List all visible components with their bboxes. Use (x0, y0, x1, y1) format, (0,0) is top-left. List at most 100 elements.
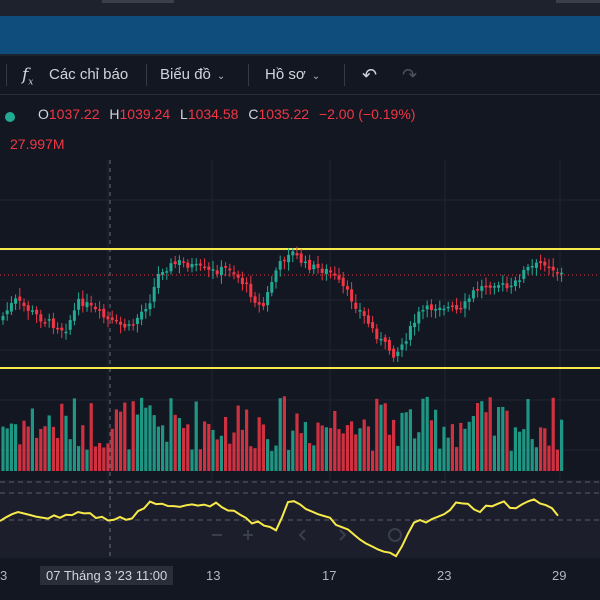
candle (39, 314, 42, 321)
volume-bar (174, 415, 177, 471)
volume-bar (224, 417, 227, 471)
candle (132, 324, 135, 326)
volume-bar (358, 428, 361, 471)
volume-bar (148, 405, 151, 471)
volume-bar (161, 425, 164, 471)
candle (86, 302, 89, 307)
candle (371, 322, 374, 328)
volume-bar (232, 433, 235, 471)
volume-bar (274, 446, 277, 471)
volume-bar (409, 409, 412, 471)
candle (413, 323, 416, 327)
volume-bar (468, 422, 471, 471)
candle (178, 260, 181, 265)
candle (304, 262, 307, 264)
volume-bar (199, 449, 202, 471)
volume-bar (132, 401, 135, 471)
volume-bar (43, 426, 46, 471)
volume-bar (426, 397, 429, 471)
volume-bar (526, 399, 529, 471)
candle (224, 266, 227, 268)
candle (60, 328, 63, 331)
volume-bar (552, 398, 555, 471)
candle (539, 261, 542, 263)
volume-bar (438, 449, 441, 471)
candle (102, 309, 105, 318)
volume-bar (308, 443, 311, 471)
time-tick: 23 (437, 568, 451, 583)
candle (552, 267, 555, 271)
volume-bar (64, 416, 67, 471)
candle (182, 261, 185, 263)
volume-bar (379, 405, 382, 471)
candle (497, 285, 500, 288)
candle (258, 302, 261, 304)
volume-bar (127, 449, 130, 471)
candle (560, 273, 563, 275)
volume-bar (329, 428, 332, 471)
volume-bar (413, 438, 416, 471)
volume-bar (1, 427, 4, 471)
volume-bar (316, 423, 319, 471)
candle (522, 270, 525, 279)
candle (174, 261, 177, 264)
candle (346, 286, 349, 289)
candle (321, 269, 324, 273)
volume-bar (405, 412, 408, 471)
candle (472, 290, 475, 298)
volume-bar (35, 438, 38, 471)
volume-bar (153, 415, 156, 471)
volume-bar (228, 444, 231, 471)
volume-bar (283, 396, 286, 471)
volume-bar (489, 397, 492, 471)
volume-bar (115, 409, 118, 471)
volume-bar (279, 398, 282, 471)
volume-bar (543, 428, 546, 471)
volume-bar (497, 407, 500, 471)
volume-bar (6, 428, 9, 471)
volume-bar (123, 403, 126, 471)
candle (140, 312, 143, 320)
volume-bar (77, 446, 80, 471)
candle (329, 270, 332, 272)
volume-bar (10, 424, 13, 471)
volume-bar (514, 427, 517, 471)
candle (77, 299, 80, 310)
candle (291, 251, 294, 255)
candle (443, 309, 446, 311)
volume-bar (421, 399, 424, 471)
candle (388, 340, 391, 351)
candle (245, 283, 248, 285)
candle (396, 352, 399, 356)
volume-bar (237, 406, 240, 471)
candle (392, 349, 395, 358)
volume-bar (216, 439, 219, 471)
candle (27, 305, 30, 311)
candle (254, 296, 257, 303)
volume-bar (417, 432, 420, 471)
candle (212, 269, 215, 271)
volume-bar (69, 439, 72, 471)
candle (405, 341, 408, 343)
volume-bar (27, 426, 30, 471)
crosshair-time-label: 07 Tháng 3 '23 11:00 (40, 566, 173, 585)
volume-bar (220, 436, 223, 471)
volume-bar (321, 425, 324, 471)
candle (468, 299, 471, 302)
candle (417, 312, 420, 324)
volume-bar (295, 414, 298, 471)
oscillator-pane (0, 480, 600, 558)
candle (123, 324, 126, 328)
volume-bar (270, 451, 273, 471)
volume-bar (560, 420, 563, 471)
volume-bar (547, 446, 550, 471)
candle (451, 305, 454, 307)
candle (153, 287, 156, 302)
candle (35, 310, 38, 315)
candle (510, 286, 513, 288)
volume-bar (556, 450, 559, 471)
candle (283, 260, 286, 262)
candle (312, 265, 315, 270)
candle (48, 319, 51, 321)
